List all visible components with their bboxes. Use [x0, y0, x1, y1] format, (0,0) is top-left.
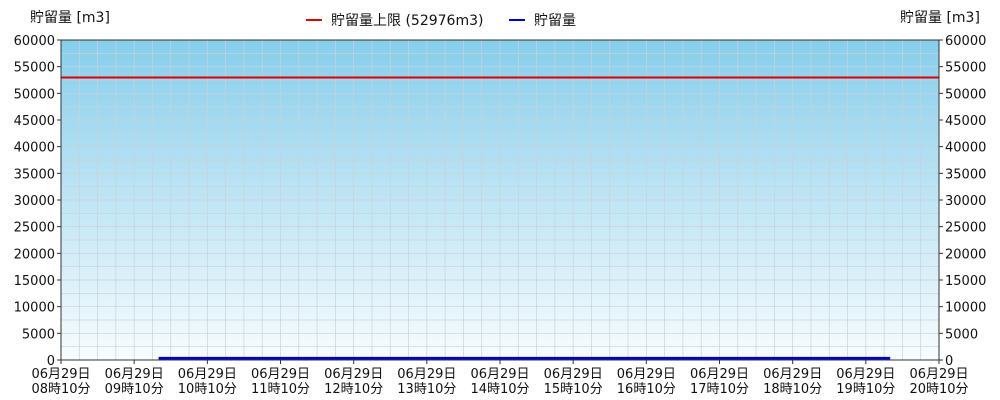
y-tick-label-left: 35000: [14, 167, 55, 182]
y-axis-left-title: 貯留量 [m3]: [30, 10, 110, 26]
y-axis-left-ticks: 0 5000 10000 15000 20000 25000 30000 35000 40000…: [14, 34, 61, 369]
y-axis-right-title: 貯留量 [m3]: [900, 10, 980, 26]
y-tick-label-left: 25000: [14, 221, 55, 236]
y-tick-label-left: 15000: [14, 274, 55, 289]
x-tick-label-time: 18時10分: [763, 382, 822, 397]
y-tick-label-left: 5000: [22, 327, 55, 342]
y-tick-label-right: 20000: [945, 247, 986, 262]
x-tick-label-date: 06月29日: [690, 367, 749, 382]
x-tick-label-time: 12時10分: [324, 382, 383, 397]
y-tick-label-right: 15000: [945, 274, 986, 289]
y-tick-label-right: 10000: [945, 301, 986, 316]
y-tick-label-left: 0: [47, 354, 55, 369]
legend-label-storage: 貯留量: [534, 13, 576, 29]
x-tick-label-date: 06月29日: [31, 367, 90, 382]
y-tick-label-left: 45000: [14, 114, 55, 129]
y-tick-label-left: 30000: [14, 194, 55, 209]
y-tick-label-left: 50000: [14, 87, 55, 102]
y-tick-label-right: 50000: [945, 87, 986, 102]
y-tick-label-right: 45000: [945, 114, 986, 129]
y-tick-label-left: 20000: [14, 247, 55, 262]
x-tick-label-date: 06月29日: [763, 367, 822, 382]
x-tick-label-date: 06月29日: [617, 367, 676, 382]
y-tick-label-left: 40000: [14, 141, 55, 156]
x-tick-label-date: 06月29日: [909, 367, 968, 382]
x-tick-label-time: 17時10分: [690, 382, 749, 397]
y-tick-label-left: 10000: [14, 301, 55, 316]
x-tick-label-date: 06月29日: [105, 367, 164, 382]
x-tick-label-time: 09時10分: [105, 382, 164, 397]
y-tick-label-left: 60000: [14, 34, 55, 49]
x-axis-ticks: 06月29日08時10分06月29日09時10分06月29日10時10分06月2…: [31, 360, 969, 397]
y-tick-label-right: 25000: [945, 221, 986, 236]
x-tick-label-date: 06月29日: [836, 367, 895, 382]
legend: 貯留量上限 (52976m3) 貯留量: [306, 13, 576, 29]
y-tick-label-right: 30000: [945, 194, 986, 209]
y-tick-label-right: 0: [945, 354, 953, 369]
x-tick-label-date: 06月29日: [397, 367, 456, 382]
x-tick-label-time: 10時10分: [178, 382, 237, 397]
x-tick-label-time: 15時10分: [544, 382, 603, 397]
y-axis-right-ticks: 0 5000 10000 15000 20000 25000 30000 35000 40000…: [939, 34, 986, 369]
x-tick-label-date: 06月29日: [324, 367, 383, 382]
x-tick-label-time: 20時10分: [909, 382, 968, 397]
y-tick-label-right: 60000: [945, 34, 986, 49]
x-tick-label-time: 08時10分: [31, 382, 90, 397]
y-tick-label-right: 55000: [945, 61, 986, 76]
x-tick-label-time: 16時10分: [617, 382, 676, 397]
y-tick-label-left: 55000: [14, 61, 55, 76]
series-layer: [61, 76, 939, 360]
legend-label-upper-limit: 貯留量上限 (52976m3): [331, 13, 483, 29]
x-tick-label-date: 06月29日: [470, 367, 529, 382]
x-tick-label-time: 14時10分: [470, 382, 529, 397]
x-tick-label-time: 11時10分: [251, 382, 310, 397]
y-tick-label-right: 5000: [945, 327, 978, 342]
x-tick-label-date: 06月29日: [251, 367, 310, 382]
x-tick-label-date: 06月29日: [178, 367, 237, 382]
x-tick-label-time: 19時10分: [836, 382, 895, 397]
grid-lines: [60, 39, 940, 361]
x-tick-label-date: 06月29日: [544, 367, 603, 382]
y-tick-label-right: 35000: [945, 167, 986, 182]
x-tick-label-time: 13時10分: [397, 382, 456, 397]
y-tick-label-right: 40000: [945, 141, 986, 156]
